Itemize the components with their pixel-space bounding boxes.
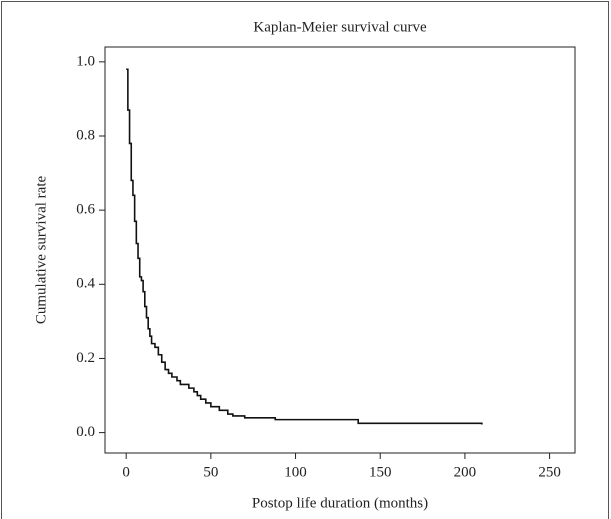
y-tick-label: 0.2 xyxy=(76,350,95,366)
y-tick-label: 1.0 xyxy=(76,53,95,69)
y-tick-label: 0.0 xyxy=(76,424,95,440)
x-tick-label: 50 xyxy=(203,464,218,480)
x-axis-label: Postop life duration (months) xyxy=(252,495,428,511)
y-tick-label: 0.8 xyxy=(76,127,95,143)
survival-curve xyxy=(126,68,483,425)
x-tick-label: 100 xyxy=(284,464,307,480)
x-tick-label: 0 xyxy=(122,464,130,480)
chart-title: Kaplan-Meier survival curve xyxy=(253,19,427,35)
y-tick-label: 0.4 xyxy=(76,276,95,292)
x-tick-label: 250 xyxy=(538,464,561,480)
x-tick-label: 150 xyxy=(369,464,392,480)
x-tick-label: 200 xyxy=(454,464,477,480)
y-tick-label: 0.6 xyxy=(76,202,95,218)
plot-frame xyxy=(104,46,576,454)
y-axis-label: Cumulative survival rate xyxy=(33,176,49,325)
